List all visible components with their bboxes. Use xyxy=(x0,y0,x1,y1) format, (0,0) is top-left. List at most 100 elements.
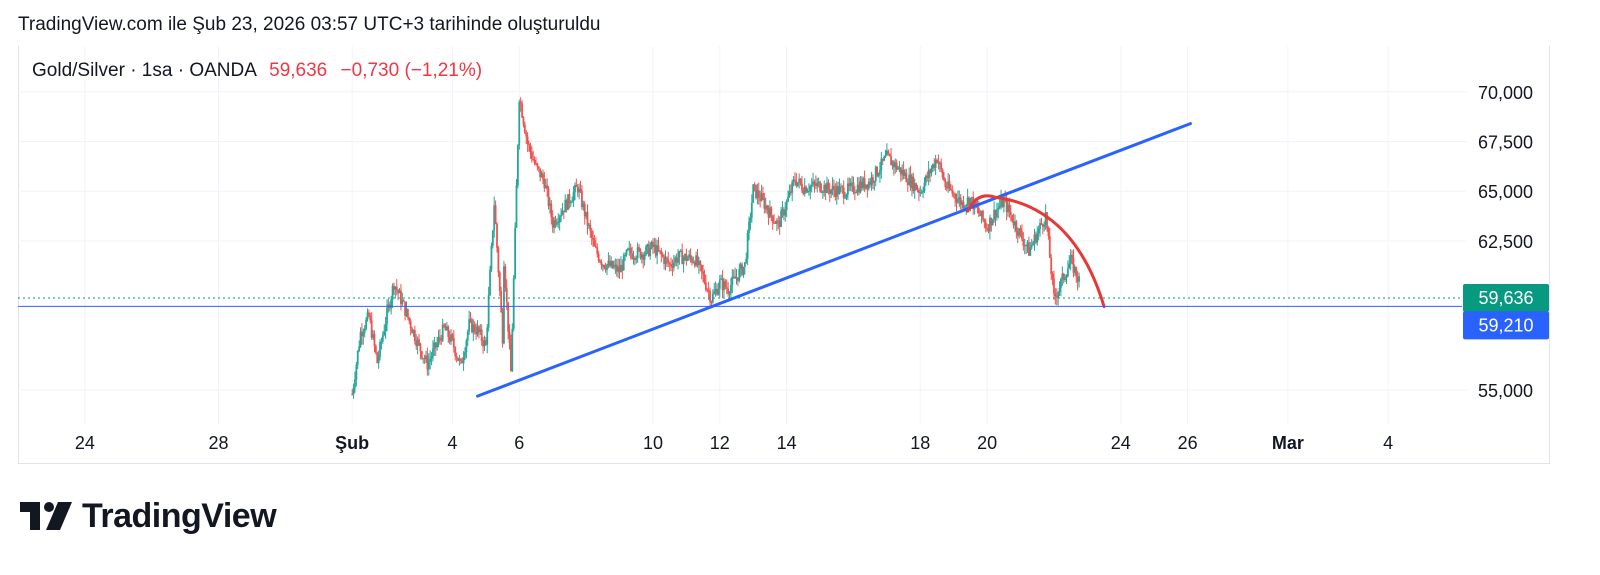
candle-body xyxy=(865,184,867,189)
candle-body xyxy=(837,186,840,194)
candle-body xyxy=(436,342,439,348)
candle-body xyxy=(748,221,750,233)
candle-body xyxy=(766,205,769,211)
candle-body xyxy=(757,190,760,198)
candle-body xyxy=(626,248,629,251)
candle-body xyxy=(808,190,810,192)
candle-body xyxy=(976,206,979,209)
candle-body xyxy=(738,269,741,281)
candle-body xyxy=(792,179,795,182)
candle-body xyxy=(876,166,879,176)
candle-body xyxy=(873,181,876,183)
candle-body xyxy=(555,222,558,225)
candle-body xyxy=(810,185,813,187)
x-tick-label: 24 xyxy=(1111,433,1131,453)
candle-body xyxy=(660,250,663,255)
candle-body xyxy=(1053,278,1055,294)
candle-body xyxy=(560,214,562,217)
candle-body xyxy=(870,177,873,185)
candle-body xyxy=(682,257,685,265)
candle-body xyxy=(572,192,575,201)
candle-body xyxy=(386,307,388,324)
candle-body xyxy=(1000,198,1002,207)
candle-body xyxy=(578,188,581,193)
candle-body xyxy=(471,319,473,333)
candle-body xyxy=(997,207,1000,210)
candle-body xyxy=(373,334,376,346)
candle-body xyxy=(1030,244,1033,248)
candle-body xyxy=(688,254,691,259)
candle-body xyxy=(462,357,465,364)
candle-body xyxy=(860,181,863,188)
candle-body xyxy=(639,249,642,259)
candle-body xyxy=(979,213,982,217)
candle-body xyxy=(401,300,404,305)
candle-body xyxy=(457,357,459,361)
candle-body xyxy=(465,340,468,352)
candle-body xyxy=(395,286,398,290)
y-tick-label: 65,000 xyxy=(1478,182,1533,202)
price-chart[interactable]: 70,000 67,500 65,000 62,500 55,000 24 28 Şub 4 6… xyxy=(0,0,1600,475)
symbol-legend[interactable]: Gold/Silver · 1sa · OANDA 59,636 −0,730 … xyxy=(32,60,482,82)
candle-body xyxy=(899,167,902,175)
candle-body xyxy=(989,217,991,232)
candle-body xyxy=(420,351,423,359)
candle-body xyxy=(908,174,911,185)
candle-body xyxy=(1071,254,1073,258)
candle-body xyxy=(762,193,764,199)
candle-body xyxy=(654,244,657,256)
candle-body xyxy=(528,144,530,146)
candle-body xyxy=(995,209,998,218)
candle-body xyxy=(817,181,820,183)
candle-body xyxy=(564,200,567,213)
candle-body xyxy=(711,293,714,303)
x-tick-label: 14 xyxy=(777,433,797,453)
candle-body xyxy=(867,181,870,189)
candle-body xyxy=(505,287,508,303)
candle-body xyxy=(466,331,469,341)
candle-body xyxy=(653,244,656,247)
candle-body xyxy=(695,255,698,266)
candle-body xyxy=(530,151,533,159)
candle-body xyxy=(384,323,387,332)
tradingview-logo[interactable]: TradingView xyxy=(20,496,277,536)
candle-body xyxy=(652,242,654,247)
candle-body xyxy=(380,341,383,343)
candle-body xyxy=(665,257,668,260)
candle-body xyxy=(1073,267,1076,273)
candle-body xyxy=(458,358,461,361)
candle-body xyxy=(1057,292,1060,298)
x-tick-label: 6 xyxy=(514,433,524,453)
candle-body xyxy=(487,295,490,328)
candle-body xyxy=(691,257,693,263)
candle-body xyxy=(434,342,437,348)
candle-body xyxy=(853,192,856,194)
candle-body xyxy=(532,158,535,160)
candle-body xyxy=(812,181,814,186)
candle-body xyxy=(433,342,436,349)
candle-body xyxy=(510,342,512,372)
candle-body xyxy=(621,264,624,271)
candle-body xyxy=(554,219,557,225)
candle-body xyxy=(523,124,526,133)
candle-body xyxy=(846,183,849,195)
candle-body xyxy=(1007,204,1009,213)
candle-body xyxy=(608,260,611,267)
candle-body xyxy=(784,210,787,216)
candle-body xyxy=(645,246,647,255)
candle-body xyxy=(370,320,373,338)
candle-body xyxy=(1028,242,1030,256)
x-tick-label: 28 xyxy=(208,433,228,453)
candle-body xyxy=(998,206,1001,208)
candle-body xyxy=(1055,296,1058,298)
candle-body xyxy=(951,189,954,194)
candle-body xyxy=(1022,239,1025,246)
price-badges: 59,636 59,210 xyxy=(1463,283,1549,340)
candle-body xyxy=(710,301,713,303)
candle-body xyxy=(408,317,411,322)
candle-body xyxy=(1078,276,1080,282)
candle-body xyxy=(374,345,377,353)
candle-body xyxy=(1015,221,1018,232)
candle-body xyxy=(842,187,845,198)
candle-body xyxy=(1037,228,1040,234)
